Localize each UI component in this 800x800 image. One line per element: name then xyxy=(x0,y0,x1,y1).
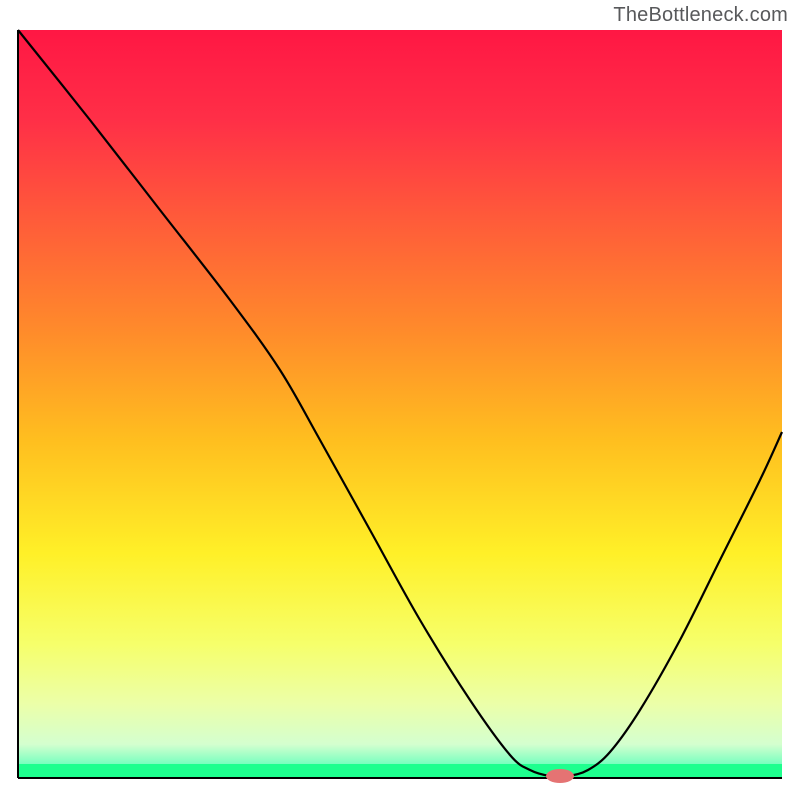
bottleneck-curve-chart xyxy=(0,0,800,800)
minimum-marker xyxy=(546,769,574,783)
bottom-green-band xyxy=(18,764,782,778)
watermark-text: TheBottleneck.com xyxy=(613,4,788,27)
plot-background xyxy=(18,30,782,778)
